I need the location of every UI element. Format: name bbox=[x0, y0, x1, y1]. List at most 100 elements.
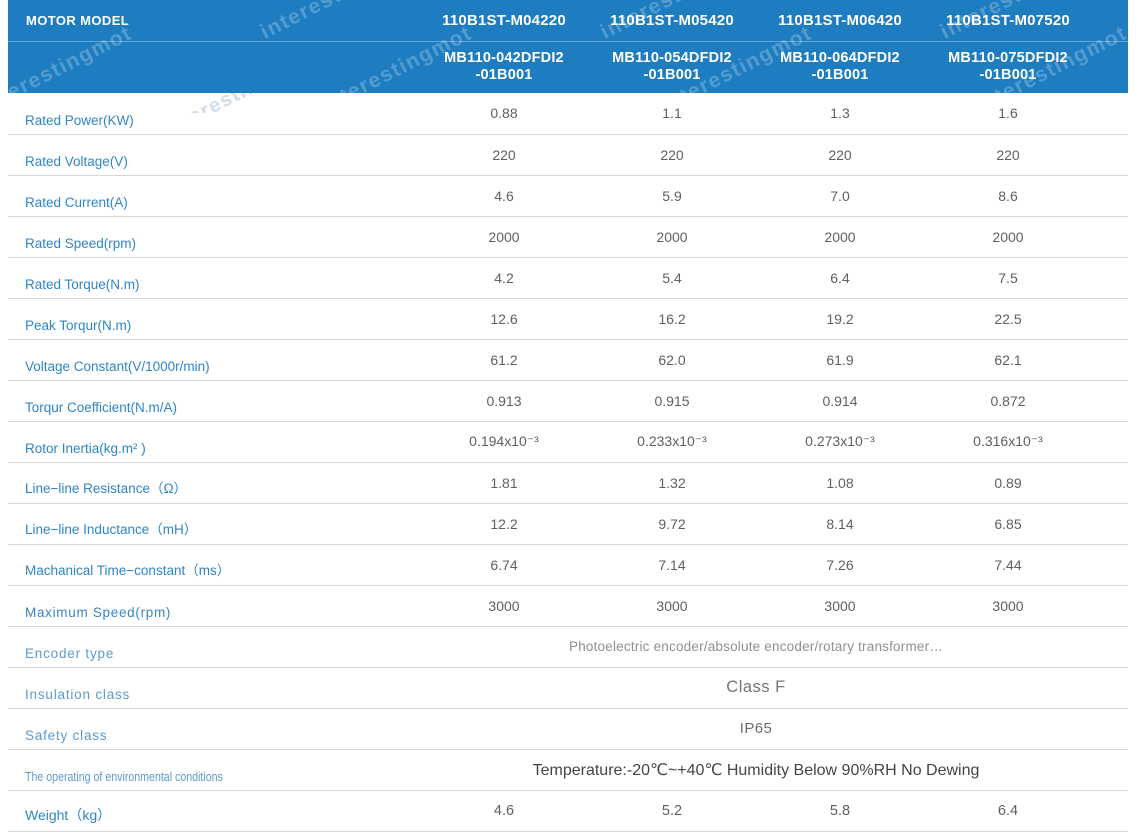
part-number-line1: MB110-042DFDI2 bbox=[444, 50, 564, 66]
row-filler bbox=[1092, 175, 1128, 217]
spec-value: 6.85 bbox=[924, 503, 1092, 545]
row-filler bbox=[1092, 298, 1128, 340]
spec-label: Safety class bbox=[8, 708, 420, 750]
spec-label: Maximum Speed(rpm) bbox=[8, 585, 420, 627]
spec-value: 0.914 bbox=[756, 380, 924, 422]
part-number: MB110-064DFDI2 -01B001 bbox=[756, 50, 924, 84]
spec-value: 0.915 bbox=[588, 380, 756, 422]
spec-value: 7.14 bbox=[588, 544, 756, 586]
spec-value: 1.32 bbox=[588, 462, 756, 504]
spec-value: 3000 bbox=[420, 585, 588, 627]
spec-value: 62.0 bbox=[588, 339, 756, 381]
spec-value: 220 bbox=[756, 134, 924, 176]
spec-value: 1.81 bbox=[420, 462, 588, 504]
spec-value: 6.4 bbox=[756, 257, 924, 299]
part-number-line2: -01B001 bbox=[811, 67, 869, 83]
spec-value: 0.316x10⁻³ bbox=[924, 421, 1092, 463]
table-row-rated-power: Rated Power(KW) 0.88 1.1 1.3 1.6 bbox=[8, 93, 1128, 135]
spec-label: Line−line Inductance（mH） bbox=[8, 503, 420, 545]
part-number: MB110-075DFDI2 -01B001 bbox=[924, 50, 1092, 84]
spec-value: 6.4 bbox=[924, 790, 1092, 832]
spec-label: Encoder type bbox=[8, 626, 420, 668]
row-filler bbox=[1092, 93, 1128, 135]
spec-value-merged: IP65 bbox=[420, 708, 1092, 750]
row-filler bbox=[1092, 626, 1128, 668]
spec-value: 0.88 bbox=[420, 93, 588, 135]
model-name: 110B1ST-M05420 bbox=[610, 12, 734, 29]
row-filler bbox=[1092, 462, 1128, 504]
table-row-voltage-constant: Voltage Constant(V/1000r/min) 61.2 62.0 … bbox=[8, 339, 1128, 381]
spec-value: 3000 bbox=[756, 585, 924, 627]
spec-value: 4.6 bbox=[420, 790, 588, 832]
spec-value: 61.9 bbox=[756, 339, 924, 381]
spec-value: 9.72 bbox=[588, 503, 756, 545]
spec-value: 12.2 bbox=[420, 503, 588, 545]
header-row-models: MOTOR MODEL 110B1ST-M04220 110B1ST-M0542… bbox=[8, 0, 1128, 42]
spec-value: 62.1 bbox=[924, 339, 1092, 381]
part-number-line2: -01B001 bbox=[475, 67, 533, 83]
row-filler bbox=[1092, 134, 1128, 176]
spec-label: Voltage Constant(V/1000r/min) bbox=[8, 339, 420, 381]
spec-value: 5.8 bbox=[756, 790, 924, 832]
spec-value: 22.5 bbox=[924, 298, 1092, 340]
spec-value: 220 bbox=[420, 134, 588, 176]
spec-value-merged: Photoelectric encoder/absolute encoder/r… bbox=[420, 626, 1092, 668]
table-row-encoder-type: Encoder type Photoelectric encoder/absol… bbox=[8, 626, 1128, 668]
model-name: 110B1ST-M07520 bbox=[946, 12, 1070, 29]
table-row-insulation-class: Insulation class Class F bbox=[8, 667, 1128, 709]
spec-label: Line−line Resistance（Ω） bbox=[8, 462, 420, 504]
spec-value: 0.89 bbox=[924, 462, 1092, 504]
spec-value: 2000 bbox=[756, 216, 924, 258]
spec-value: 220 bbox=[588, 134, 756, 176]
spec-value: 5.4 bbox=[588, 257, 756, 299]
header-row-part-numbers: MB110-042DFDI2 -01B001 MB110-054DFDI2 -0… bbox=[8, 42, 1128, 92]
spec-value: 7.5 bbox=[924, 257, 1092, 299]
spec-value: 5.9 bbox=[588, 175, 756, 217]
row-filler bbox=[1092, 790, 1128, 832]
spec-label: Machanical Time−constant（ms） bbox=[8, 544, 420, 586]
spec-value: 3000 bbox=[924, 585, 1092, 627]
spec-value: 12.6 bbox=[420, 298, 588, 340]
row-filler bbox=[1092, 585, 1128, 627]
spec-label: Peak Torqur(N.m) bbox=[8, 298, 420, 340]
spec-value: 2000 bbox=[588, 216, 756, 258]
spec-label: Insulation class bbox=[8, 667, 420, 709]
table-row-environmental-conditions: The operating of environmental condition… bbox=[8, 749, 1128, 791]
table-row-torque-coefficient: Torqur Coefficient(N.m/A) 0.913 0.915 0.… bbox=[8, 380, 1128, 422]
spec-label: Rated Voltage(V) bbox=[8, 134, 420, 176]
table-row-peak-torque: Peak Torqur(N.m) 12.6 16.2 19.2 22.5 bbox=[8, 298, 1128, 340]
table-row-safety-class: Safety class IP65 bbox=[8, 708, 1128, 750]
part-number-line2: -01B001 bbox=[643, 67, 701, 83]
spec-value-merged: Temperature:-20℃~+40℃ Humidity Below 90%… bbox=[420, 749, 1092, 791]
spec-label: Rated Speed(rpm) bbox=[8, 216, 420, 258]
part-number-line2: -01B001 bbox=[979, 67, 1037, 83]
row-filler bbox=[1092, 749, 1128, 791]
spec-value: 220 bbox=[924, 134, 1092, 176]
spec-value: 8.6 bbox=[924, 175, 1092, 217]
row-filler bbox=[1092, 380, 1128, 422]
spec-value: 1.3 bbox=[756, 93, 924, 135]
spec-table: Rated Power(KW) 0.88 1.1 1.3 1.6 Rated V… bbox=[8, 93, 1128, 832]
table-row-rated-speed: Rated Speed(rpm) 2000 2000 2000 2000 bbox=[8, 216, 1128, 258]
part-number-line1: MB110-054DFDI2 bbox=[612, 50, 732, 66]
spec-value: 0.194x10⁻³ bbox=[420, 421, 588, 463]
table-row-rated-torque: Rated Torque(N.m) 4.2 5.4 6.4 7.5 bbox=[8, 257, 1128, 299]
spec-value: 0.273x10⁻³ bbox=[756, 421, 924, 463]
spec-value: 0.913 bbox=[420, 380, 588, 422]
table-row-mechanical-time-constant: Machanical Time−constant（ms） 6.74 7.14 7… bbox=[8, 544, 1128, 586]
spec-value: 7.44 bbox=[924, 544, 1092, 586]
spec-label: Rotor Inertia(kg.m² ) bbox=[8, 421, 420, 463]
spec-value: 3000 bbox=[588, 585, 756, 627]
model-name: 110B1ST-M06420 bbox=[778, 12, 902, 29]
spec-value: 7.0 bbox=[756, 175, 924, 217]
spec-value: 4.2 bbox=[420, 257, 588, 299]
row-filler bbox=[1092, 421, 1128, 463]
spec-value: 0.233x10⁻³ bbox=[588, 421, 756, 463]
part-number-line1: MB110-064DFDI2 bbox=[780, 50, 900, 66]
spec-value: 1.1 bbox=[588, 93, 756, 135]
row-filler bbox=[1092, 257, 1128, 299]
spec-value: 2000 bbox=[420, 216, 588, 258]
part-number: MB110-042DFDI2 -01B001 bbox=[420, 50, 588, 84]
table-row-rated-voltage: Rated Voltage(V) 220 220 220 220 bbox=[8, 134, 1128, 176]
